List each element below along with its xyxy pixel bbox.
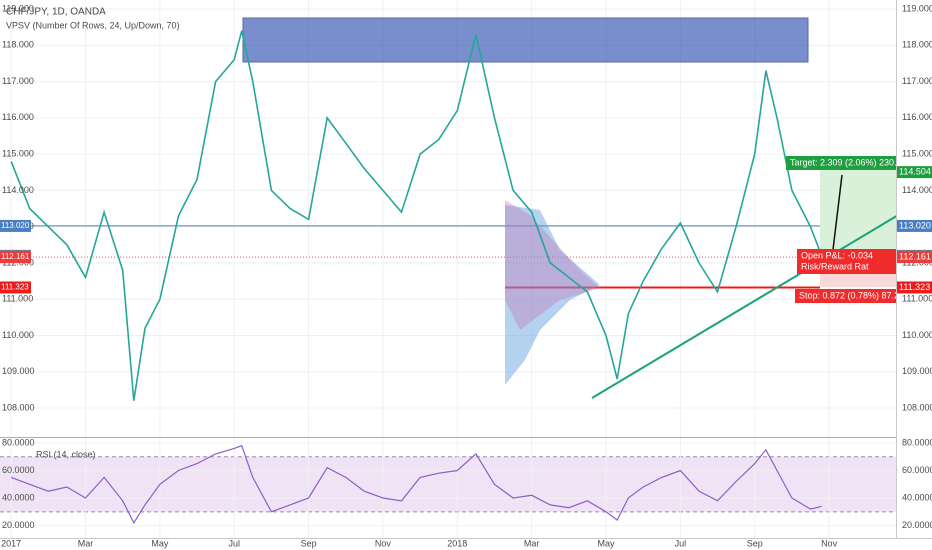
y-tick-label: 40.0000 [2, 492, 35, 502]
plot-area: Target: 2.309 (2.06%) 230.9 Open P&L: -0.… [0, 0, 906, 538]
price-badge [897, 281, 932, 294]
trend-line [591, 213, 901, 399]
rsi-title: RSI (14, close) [36, 449, 96, 459]
x-tick-label: Mar [524, 538, 540, 548]
annotation-label: Target: 2.309 (2.06%) 230.9 [790, 157, 902, 167]
y-tick-label: 117.000 [2, 76, 34, 86]
price-badge [897, 219, 932, 232]
annotation-label: Open P&L: -0.034 [801, 250, 873, 260]
y-tick-label: 109.000 [902, 366, 932, 376]
price-badge-label: 113.020 [899, 220, 931, 230]
annotation-label: Risk/Reward Rat [801, 261, 869, 271]
y-tick-label: 114.000 [2, 185, 34, 195]
price-badge-label: 112.161 [899, 251, 931, 261]
price-badge-label: 111.323 [899, 282, 930, 292]
price-badge-label: 111.323 [1, 283, 29, 292]
annotation-box [797, 249, 897, 263]
x-tick-label: Nov [821, 538, 838, 548]
price-badge-label: 113.020 [1, 221, 30, 230]
rsi-line [10, 444, 822, 525]
price-badge-label: 112.161 [1, 252, 30, 261]
y-tick-label: 115.000 [2, 149, 34, 159]
y-tick-label: 60.0000 [2, 465, 35, 475]
y-tick-label: 110.000 [902, 330, 932, 340]
price-line [10, 30, 823, 401]
y-tick-label: 116.000 [2, 112, 34, 122]
y-tick-label: 60.0000 [902, 465, 932, 475]
y-tick-label: 116.000 [902, 112, 932, 122]
y-tick-label: 119.000 [2, 3, 34, 13]
x-tick-label: 2018 [447, 538, 467, 548]
y-tick-label: 111.000 [902, 294, 932, 304]
annotation-box [795, 289, 905, 303]
annotation-box [786, 156, 906, 170]
x-tick-label: 2017 [1, 538, 21, 548]
price-badge-label: 114.504 [899, 166, 931, 176]
y-tick-label: 108.000 [2, 402, 35, 412]
y-tick-label: 20.0000 [902, 520, 932, 530]
annotations: Target: 2.309 (2.06%) 230.9 Open P&L: -0.… [786, 156, 906, 303]
indicator-title: VPSV (Number Of Rows, 24, Up/Down, 70) [6, 20, 180, 30]
y-tick-label: 119.000 [902, 3, 932, 13]
grid [0, 0, 896, 538]
y-tick-label: 117.000 [902, 76, 932, 86]
x-tick-label: Jul [675, 538, 687, 548]
y-tick-label: 118.000 [902, 40, 932, 50]
x-tick-label: Mar [78, 538, 94, 548]
annotation-box [797, 260, 897, 274]
price-badge [897, 251, 932, 264]
price-badge [897, 166, 932, 179]
resistance-box [242, 17, 809, 63]
y-tick-label: 80.0000 [2, 437, 35, 447]
y-tick-label: 110.000 [2, 330, 34, 340]
y-tick-label: 111.000 [2, 294, 33, 304]
y-tick-label: 118.000 [2, 40, 34, 50]
x-tick-label: Sep [301, 538, 317, 548]
y-tick-label: 80.0000 [902, 437, 932, 447]
axis-background [896, 0, 932, 550]
y-tick-label: 20.0000 [2, 520, 35, 530]
target-zone [820, 165, 896, 262]
y-tick-label: 115.000 [902, 149, 932, 159]
x-tick-label: May [151, 538, 169, 548]
x-tick-label: Jul [228, 538, 240, 548]
price-badge [0, 281, 31, 294]
y-tick-label: 114.000 [902, 185, 932, 195]
series [10, 30, 823, 525]
y-tick-label: 109.000 [2, 366, 35, 376]
x-tick-label: May [598, 538, 616, 548]
x-tick-label: Sep [747, 538, 763, 548]
price-badge [0, 251, 31, 264]
annotation-label: Stop: 0.872 (0.78%) 87.2 [799, 290, 899, 300]
y-tick-label: 40.0000 [902, 492, 932, 502]
price-badge [0, 219, 31, 232]
volume-profile [505, 205, 600, 385]
y-tick-label: 108.000 [902, 402, 932, 412]
chart-title: CHF/JPY, 1D, OANDA [6, 7, 106, 18]
x-tick-label: Nov [375, 538, 392, 548]
arrow [831, 174, 843, 259]
rsi-band [0, 456, 896, 512]
